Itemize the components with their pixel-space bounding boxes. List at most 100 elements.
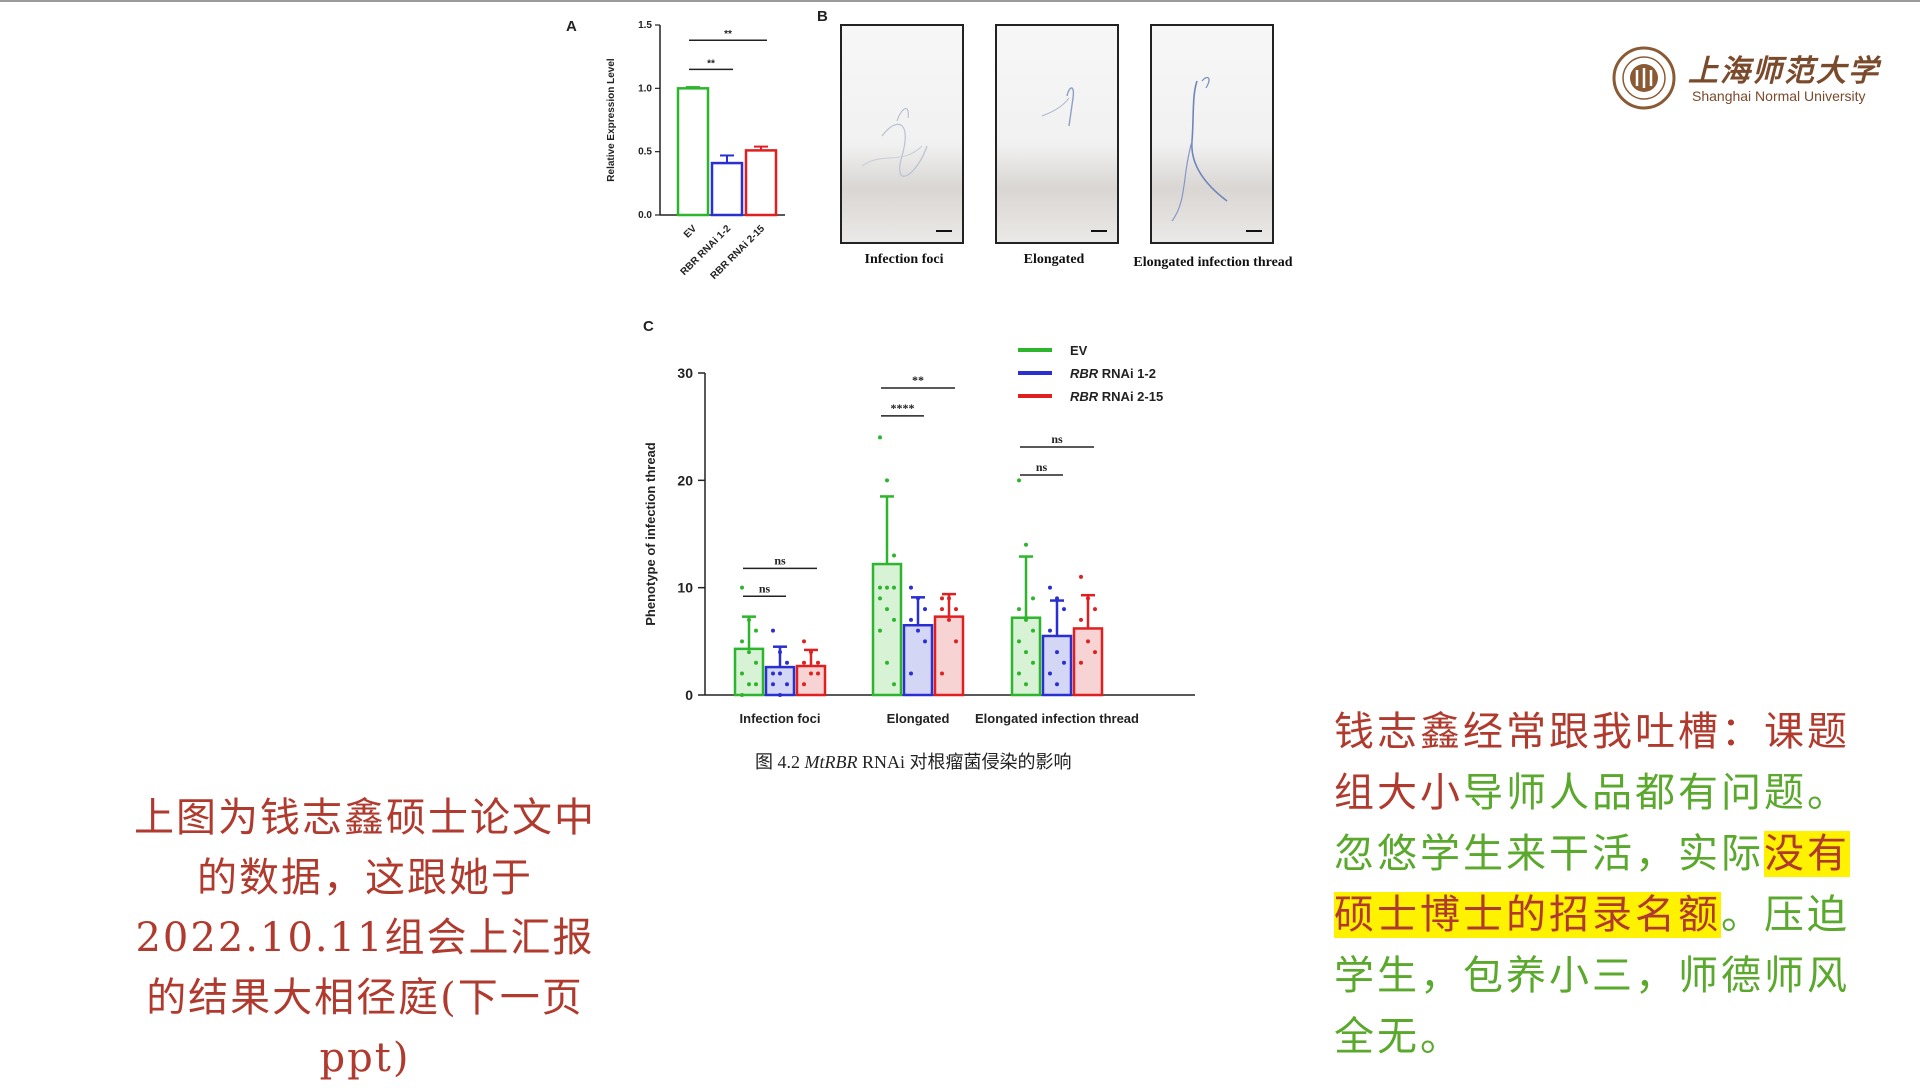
data-point-c xyxy=(1093,650,1097,655)
y-tick-label-a: 1.0 xyxy=(638,83,652,94)
data-point-c xyxy=(1062,607,1066,612)
x-tick-label-c: Elongated infection thread xyxy=(975,711,1139,726)
data-point-c xyxy=(892,553,896,558)
data-point-c xyxy=(754,660,758,665)
micrograph-caption-elongated-infection-thread: Elongated infection thread xyxy=(1133,255,1293,270)
data-point-c xyxy=(878,596,882,601)
scale-bar xyxy=(936,230,952,232)
y-tick-label-c: 0 xyxy=(685,687,693,703)
bar-a xyxy=(710,161,744,217)
scale-bar xyxy=(1246,230,1262,232)
legend-label-c: RBR RNAi 2-15 xyxy=(1070,389,1163,404)
micrograph-infection-foci xyxy=(840,24,964,244)
data-point-c xyxy=(947,596,951,601)
data-point-c xyxy=(923,639,927,644)
bar-c xyxy=(1072,627,1104,697)
data-point-c xyxy=(1086,596,1090,601)
data-point-c xyxy=(1055,650,1059,655)
data-point-c xyxy=(802,660,806,665)
bar-c xyxy=(933,615,965,697)
sig-label-a: ** xyxy=(724,29,732,40)
data-point-c xyxy=(740,671,744,676)
data-point-c xyxy=(885,478,889,483)
university-logo: 上海师范大学 Shanghai Normal University xyxy=(1612,42,1878,116)
bar-c xyxy=(1010,616,1042,697)
data-point-c xyxy=(771,671,775,676)
figure-caption-suffix: RNAi 对根瘤菌侵染的影响 xyxy=(857,752,1072,772)
data-point-c xyxy=(1024,682,1028,687)
panel-label-b: B xyxy=(817,8,828,25)
data-point-c xyxy=(754,628,758,633)
data-point-c xyxy=(778,650,782,655)
data-point-c xyxy=(785,660,789,665)
micrograph-caption-infection-foci: Infection foci xyxy=(864,252,944,267)
data-point-c xyxy=(1055,596,1059,601)
data-point-c xyxy=(754,682,758,687)
right-note-green-1: 导师人品都有问题。忽悠学生来干活，实际 xyxy=(1334,770,1850,877)
data-point-c xyxy=(878,435,882,440)
data-point-c xyxy=(740,585,744,590)
data-point-c xyxy=(878,628,882,633)
data-point-c xyxy=(878,585,882,590)
y-tick-label-a: 1.5 xyxy=(638,20,652,31)
data-point-c xyxy=(892,585,896,590)
data-point-c xyxy=(909,617,913,622)
y-axis-label-c: Phenotype of infection thread xyxy=(643,442,658,626)
data-point-c xyxy=(892,682,896,687)
y-axis-label-a: Relative Expression Level xyxy=(606,58,617,182)
data-point-c xyxy=(1093,607,1097,612)
sig-label-c: ns xyxy=(1036,460,1048,474)
data-point-c xyxy=(916,628,920,633)
bar-c xyxy=(764,665,796,697)
micrograph-elongated-infection-thread xyxy=(1150,24,1274,244)
data-point-c xyxy=(747,650,751,655)
micrograph-elongated xyxy=(995,24,1119,244)
data-point-c xyxy=(771,628,775,633)
data-point-c xyxy=(1048,628,1052,633)
bar-c xyxy=(733,647,765,697)
sig-label-c: ** xyxy=(912,373,924,387)
figure-caption-prefix: 图 4.2 xyxy=(755,752,805,772)
figure-caption-gene: MtRBR xyxy=(804,752,858,772)
data-point-c xyxy=(885,585,889,590)
data-point-c xyxy=(1079,660,1083,665)
data-point-c xyxy=(1031,628,1035,633)
x-tick-label-c: Elongated xyxy=(887,711,950,726)
sig-label-c: ns xyxy=(1051,432,1063,446)
logo-cn-name: 上海师范大学 xyxy=(1688,54,1880,89)
data-point-c xyxy=(1055,682,1059,687)
logo-en-name: Shanghai Normal University xyxy=(1692,88,1866,104)
micrograph-thread-lines xyxy=(1171,76,1228,222)
data-point-c xyxy=(1048,585,1052,590)
data-point-c xyxy=(816,671,820,676)
y-tick-label-a: 0.0 xyxy=(638,210,652,221)
data-point-c xyxy=(1017,671,1021,676)
chart-c-phenotype: 0 10 20 30 Phenotype of infection thread Infe… xyxy=(643,343,1195,726)
y-tick-label-c: 10 xyxy=(677,580,693,596)
data-point-c xyxy=(785,682,789,687)
bar-a xyxy=(744,149,778,217)
data-point-c xyxy=(1086,639,1090,644)
data-point-c xyxy=(1048,671,1052,676)
data-point-c xyxy=(802,682,806,687)
sig-label-c: ns xyxy=(759,581,771,595)
data-point-c xyxy=(740,639,744,644)
university-seal-icon xyxy=(1612,46,1676,110)
x-tick-label-c: Infection foci xyxy=(740,711,821,726)
data-point-c xyxy=(778,671,782,676)
data-point-c xyxy=(1079,574,1083,579)
data-point-c xyxy=(892,617,896,622)
right-note-red: 钱志鑫经常跟我吐槽：课题组大小 xyxy=(1334,709,1850,816)
data-point-c xyxy=(809,650,813,655)
figure-caption: 图 4.2 MtRBR RNAi 对根瘤菌侵染的影响 xyxy=(755,748,1072,774)
micrograph-caption-elongated: Elongated xyxy=(1023,252,1085,267)
legend-label-c: EV xyxy=(1070,343,1088,358)
data-point-c xyxy=(947,617,951,622)
bar-a xyxy=(676,87,710,217)
data-point-c xyxy=(909,671,913,676)
data-point-c xyxy=(1079,617,1083,622)
data-point-c xyxy=(940,596,944,601)
y-tick-label-a: 0.5 xyxy=(638,147,652,158)
data-point-c xyxy=(885,607,889,612)
